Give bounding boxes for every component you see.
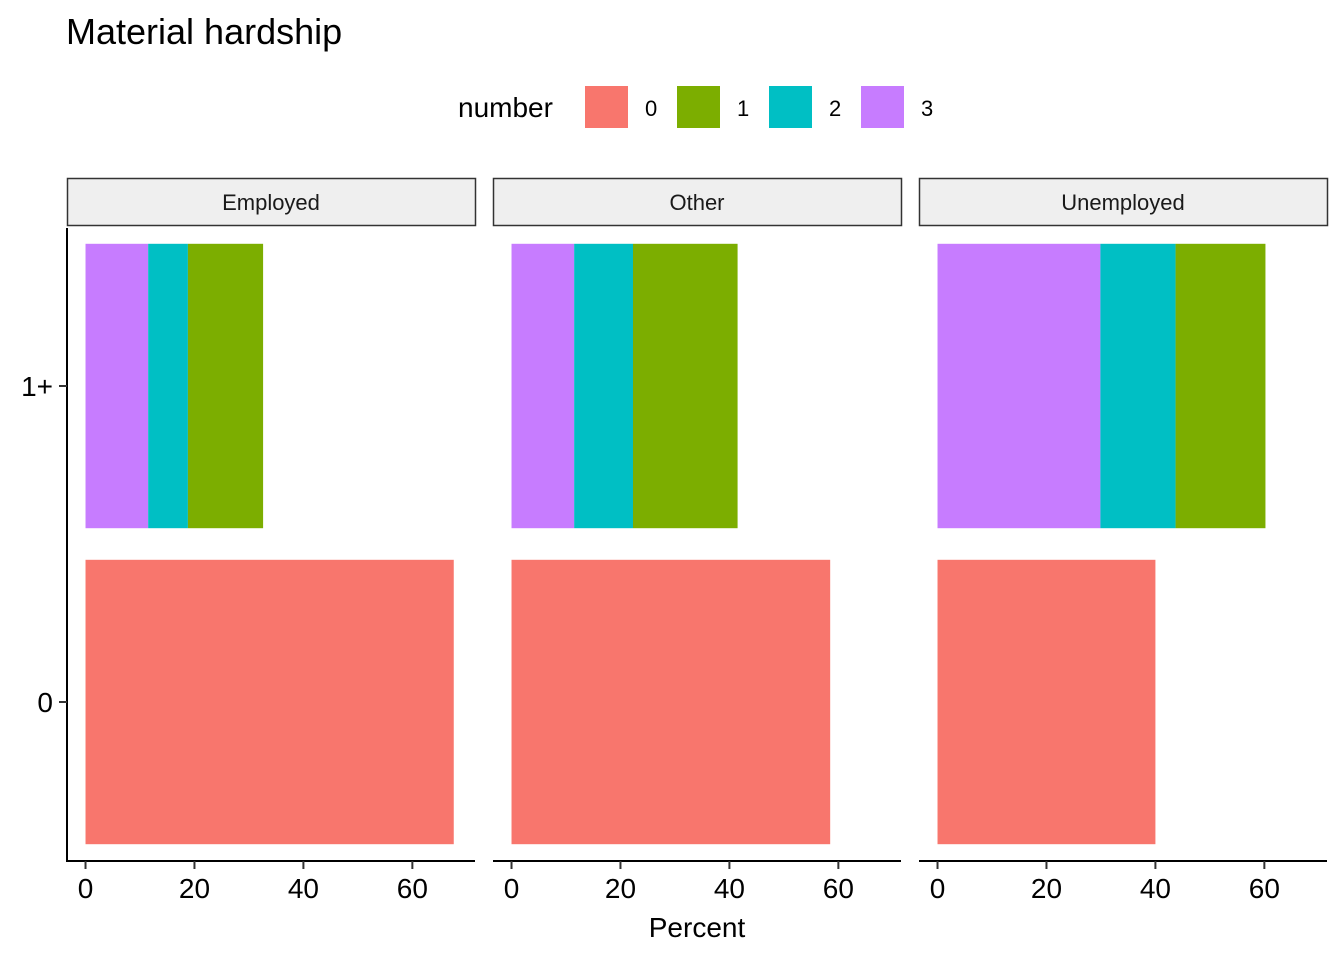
facet-panels: Employed 0 20 40 60 Other 0 20 40 60 Unemployed 0 20… bbox=[21, 177, 1329, 904]
legend-title: number bbox=[458, 92, 553, 123]
chart-title: Material hardship bbox=[66, 11, 342, 52]
facet-strip bbox=[918, 177, 1329, 227]
bar-1-number-2 bbox=[574, 243, 633, 529]
bar-1-number-3 bbox=[937, 243, 1101, 529]
x-tick-label: 0 bbox=[930, 873, 946, 904]
x-tick-label: 60 bbox=[823, 873, 854, 904]
y-tick-label-1: 1+ bbox=[21, 371, 53, 402]
x-tick-label: 40 bbox=[1140, 873, 1171, 904]
bar-1-number-2 bbox=[148, 243, 188, 529]
bar-0-number-0 bbox=[937, 559, 1156, 845]
x-tick-label: 60 bbox=[397, 873, 428, 904]
bar-1-number-1 bbox=[1175, 243, 1266, 529]
bar-1-number-1 bbox=[187, 243, 264, 529]
legend-key-2 bbox=[769, 86, 812, 128]
facet-strip bbox=[66, 177, 477, 227]
x-tick-label: 20 bbox=[605, 873, 636, 904]
x-tick-label: 60 bbox=[1249, 873, 1280, 904]
panel-other: Other 0 20 40 60 bbox=[492, 177, 903, 904]
facet-strip-label: Employed bbox=[222, 190, 320, 215]
legend-label-2: 2 bbox=[829, 96, 841, 121]
facet-strip bbox=[492, 177, 903, 227]
legend-label-3: 3 bbox=[921, 96, 933, 121]
x-tick-label: 40 bbox=[288, 873, 319, 904]
bar-0-number-0 bbox=[511, 559, 831, 845]
legend-label-1: 1 bbox=[737, 96, 749, 121]
bar-1-number-1 bbox=[632, 243, 738, 529]
legend-key-0 bbox=[585, 86, 628, 128]
x-tick-label: 20 bbox=[179, 873, 210, 904]
legend-label-0: 0 bbox=[645, 96, 657, 121]
facet-strip-label: Unemployed bbox=[1061, 190, 1185, 215]
legend: number 0 1 2 3 bbox=[458, 86, 933, 128]
bar-0-number-0 bbox=[85, 559, 454, 845]
panel-employed: Employed 0 20 40 60 bbox=[66, 177, 477, 904]
x-axis-title: Percent bbox=[649, 912, 746, 943]
bar-1-number-3 bbox=[85, 243, 149, 529]
y-tick-label-0: 0 bbox=[37, 687, 53, 718]
x-tick-label: 40 bbox=[714, 873, 745, 904]
legend-items: 0 1 2 3 bbox=[585, 86, 933, 128]
facet-strip-label: Other bbox=[669, 190, 724, 215]
legend-key-3 bbox=[861, 86, 904, 128]
y-axis: 0 1+ bbox=[21, 228, 68, 862]
bar-1-number-3 bbox=[511, 243, 575, 529]
bar-1-number-2 bbox=[1100, 243, 1176, 529]
panel-unemployed: Unemployed 0 20 40 60 bbox=[918, 177, 1329, 904]
legend-key-1 bbox=[677, 86, 720, 128]
x-tick-label: 20 bbox=[1031, 873, 1062, 904]
x-tick-label: 0 bbox=[504, 873, 520, 904]
x-tick-label: 0 bbox=[78, 873, 94, 904]
